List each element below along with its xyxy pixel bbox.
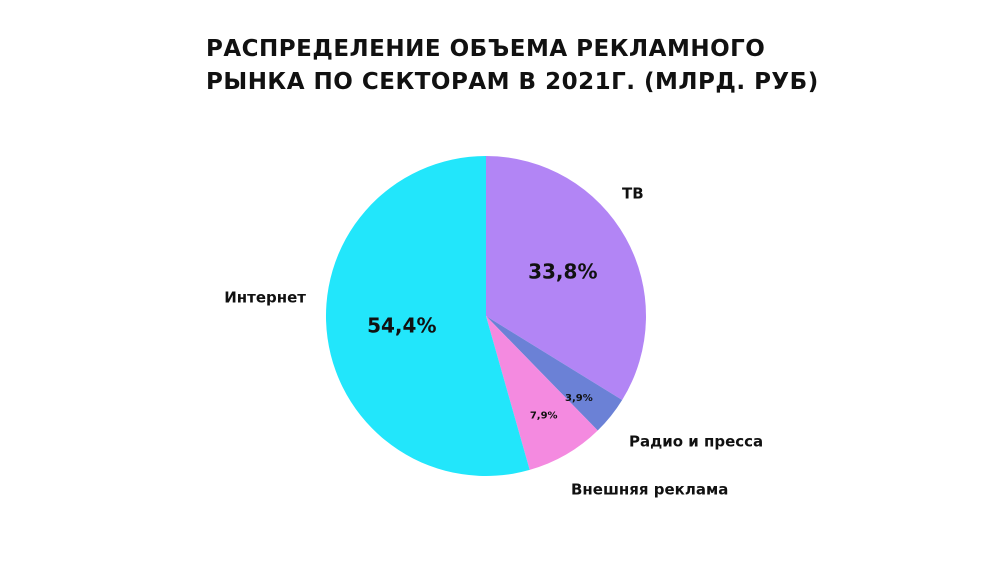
slice-name-label-2: Внешняя реклама	[571, 481, 728, 499]
slice-name-label-0: ТВ	[622, 185, 644, 203]
pie-slices	[325, 156, 647, 477]
chart-title-line-1: РАСПРЕДЕЛЕНИЕ ОБЪЕМА РЕКЛАМНОГО	[206, 36, 766, 62]
chart-title-line-2: РЫНКА ПО СЕКТОРАМ В 2021Г. (МЛРД. РУБ)	[206, 69, 819, 95]
pie-slice-2	[486, 316, 598, 470]
slice-name-label-3: Интернет	[224, 289, 306, 307]
slice-percent-label-3: 54,4%	[367, 314, 436, 338]
chart-title: РАСПРЕДЕЛЕНИЕ ОБЪЕМА РЕКЛАМНОГО РЫНКА ПО…	[206, 33, 819, 99]
slice-percent-label-1: 3,9%	[565, 393, 593, 404]
pie-slice-1	[486, 316, 623, 431]
slice-percent-label-0: 33,8%	[528, 260, 597, 284]
pie-slice-3	[325, 156, 530, 477]
pie-labels: 33,8% ТВ 3,9% Радио и пресса 7,9% Внешняя рек…	[224, 185, 763, 499]
slice-percent-label-2: 7,9%	[530, 411, 558, 422]
pie-slice-0	[486, 156, 647, 401]
slice-name-label-1: Радио и пресса	[629, 433, 763, 451]
